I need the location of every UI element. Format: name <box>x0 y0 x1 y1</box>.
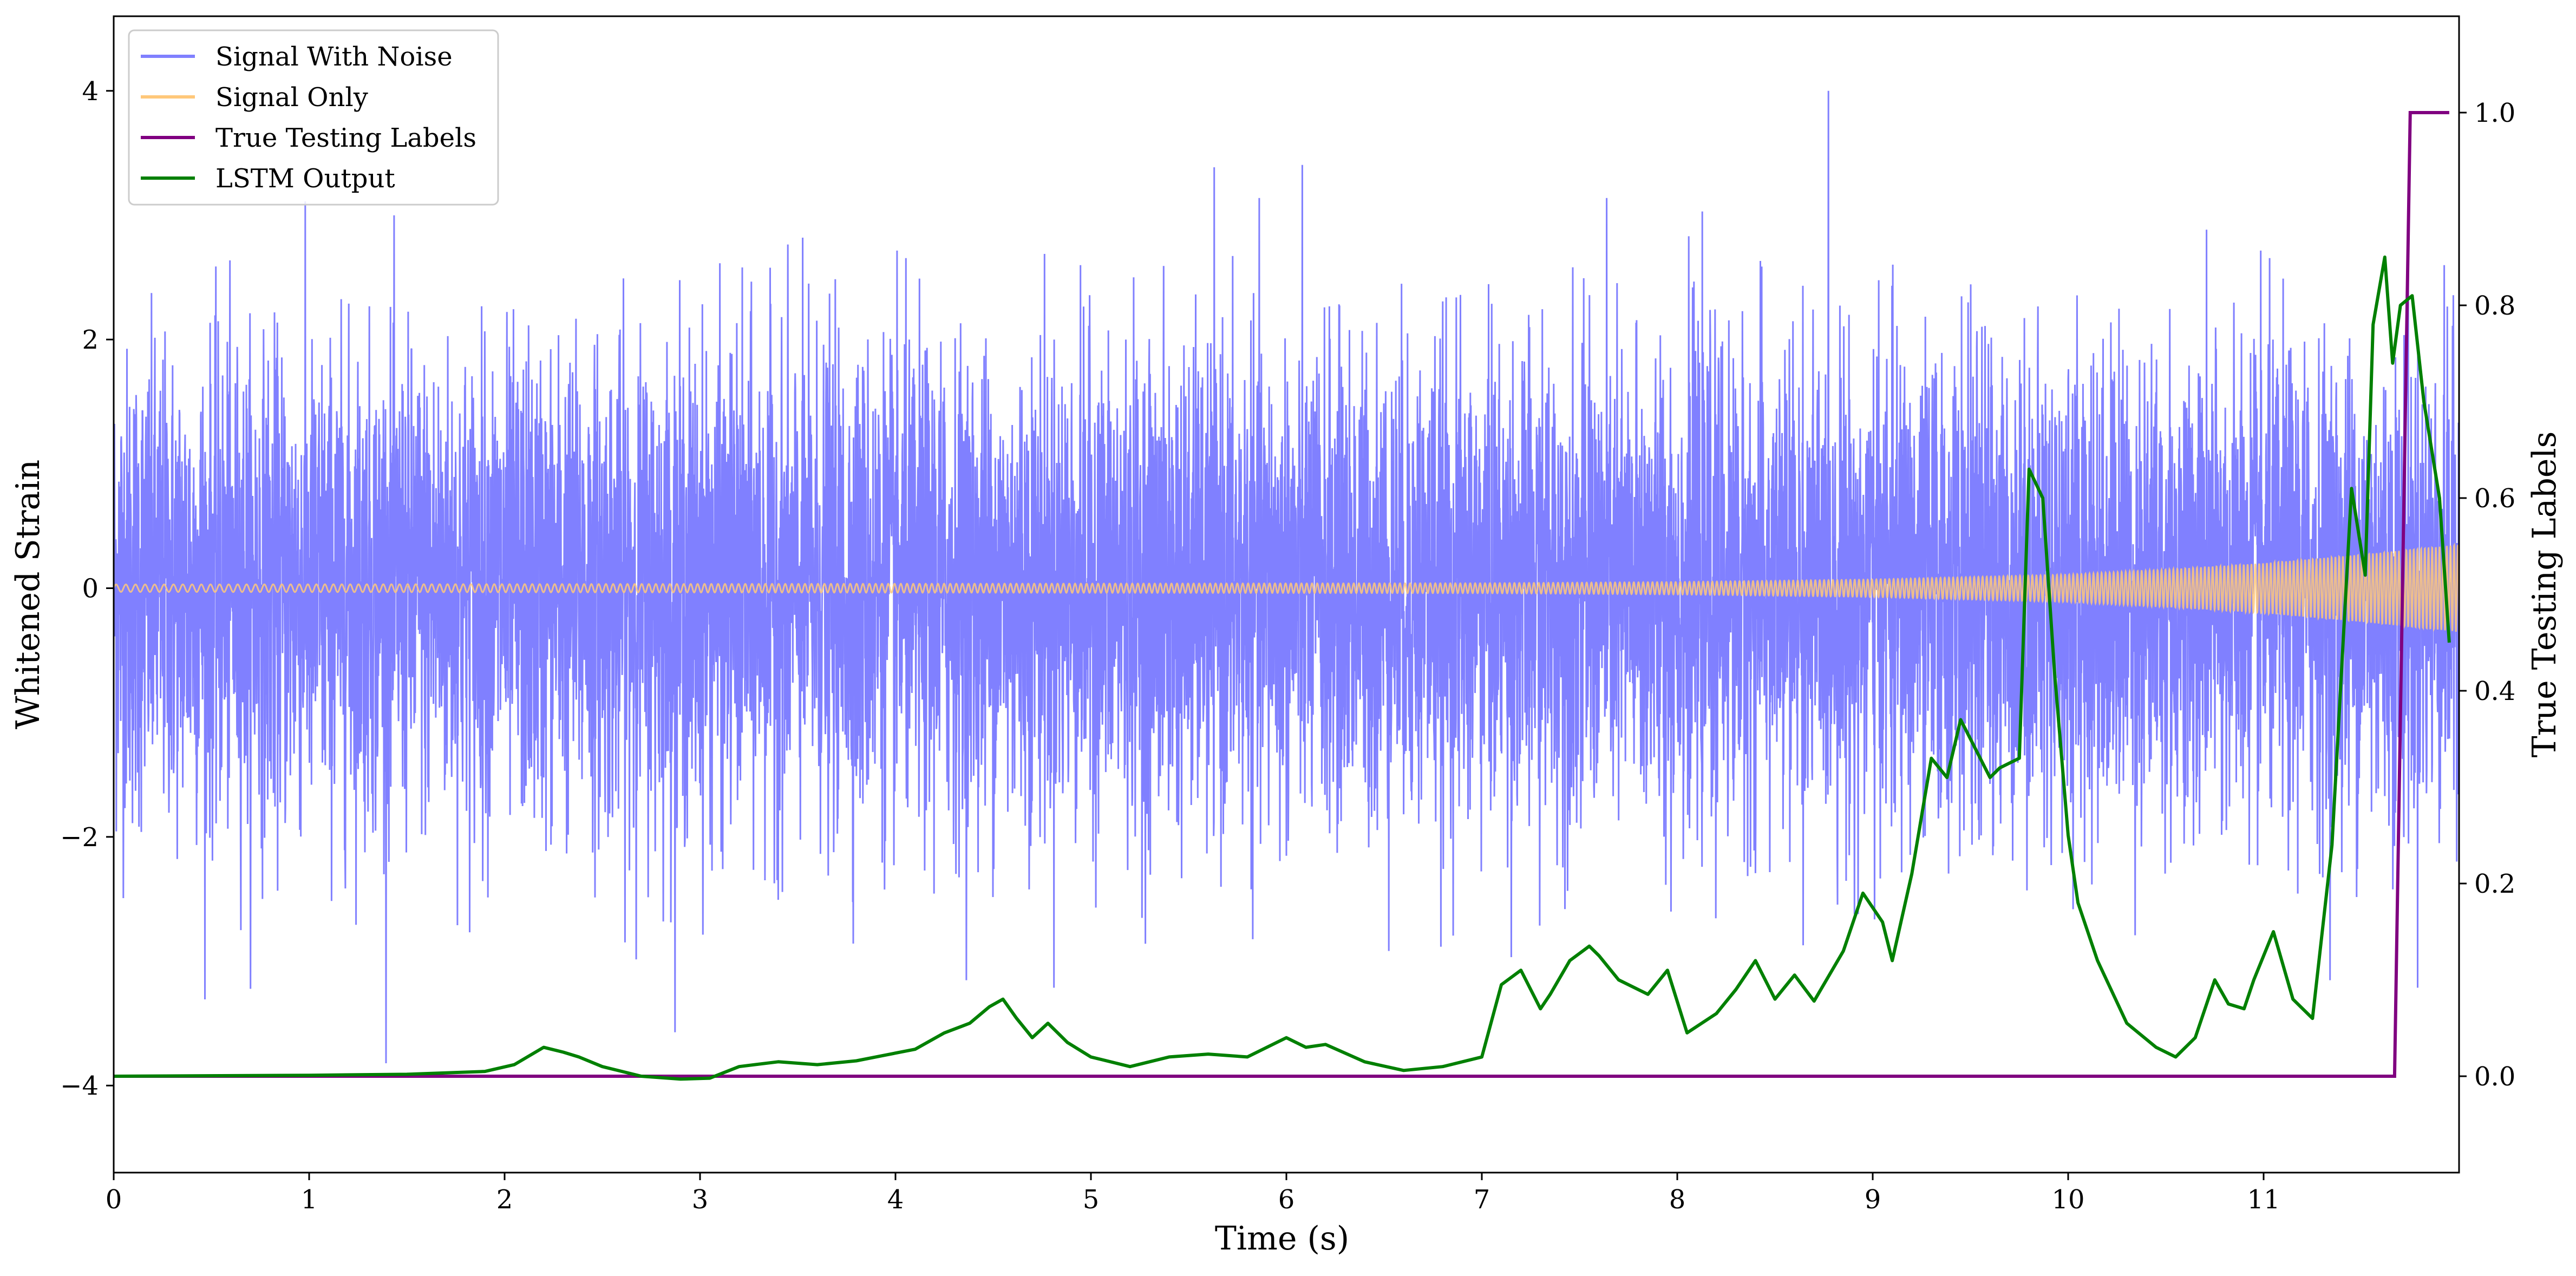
x-tick-label: 8 <box>1669 1185 1686 1215</box>
x-tick-label: 5 <box>1083 1185 1100 1215</box>
legend-label: Signal With Noise <box>215 42 453 72</box>
legend-label: Signal Only <box>215 82 368 113</box>
y-right-tick-label: 1.0 <box>2474 98 2515 128</box>
y-left-tick-label: −4 <box>60 1071 99 1101</box>
y-right-tick-label: 0.4 <box>2474 676 2515 706</box>
y-left-tick-label: 2 <box>82 325 99 355</box>
x-tick-label: 11 <box>2247 1185 2280 1215</box>
series-signal-with-noise <box>114 90 2459 1064</box>
legend-box <box>128 29 499 206</box>
y-left-tick-label: 0 <box>82 574 99 604</box>
x-tick-label: 7 <box>1474 1185 1490 1215</box>
x-tick-label: 4 <box>887 1185 904 1215</box>
plot-area <box>114 90 2459 1081</box>
y-right-tick-label: 0.0 <box>2474 1062 2515 1092</box>
y-right-tick-label: 0.6 <box>2474 483 2515 514</box>
x-tick-label: 10 <box>2051 1185 2084 1215</box>
y-left-tick-label: −2 <box>60 822 99 853</box>
x-tick-label: 1 <box>301 1185 318 1215</box>
y-axis-left-label: Whitened Strain <box>9 460 47 729</box>
legend-label: LSTM Output <box>215 163 395 194</box>
x-tick-label: 2 <box>496 1185 513 1215</box>
y-axis-right-label: True Testing Labels <box>2526 431 2564 758</box>
x-axis-label: Time (s) <box>1215 1220 1349 1258</box>
y-left-tick-label: 4 <box>82 76 99 107</box>
series-lstm-output <box>114 256 2451 1081</box>
x-tick-label: 0 <box>106 1185 122 1215</box>
series-signal-only <box>114 542 2459 632</box>
axes-layer: 0 1 2 3 4 5 6 7 8 9 10 11 4 2 0 −2 −4 1.0 0.8 0.6 0.4 0.2 0.0 <box>60 76 2515 1215</box>
x-tick-label: 6 <box>1278 1185 1295 1215</box>
legend: Signal With Noise Signal Only True Testing… <box>128 29 499 206</box>
y-right-tick-label: 0.8 <box>2474 291 2515 321</box>
x-tick-label: 3 <box>692 1185 709 1215</box>
legend-label: True Testing Labels <box>215 123 476 153</box>
series-true-testing-labels <box>114 111 2449 1078</box>
y-right-tick-label: 0.2 <box>2474 869 2515 899</box>
x-tick-label: 9 <box>1865 1185 1881 1215</box>
